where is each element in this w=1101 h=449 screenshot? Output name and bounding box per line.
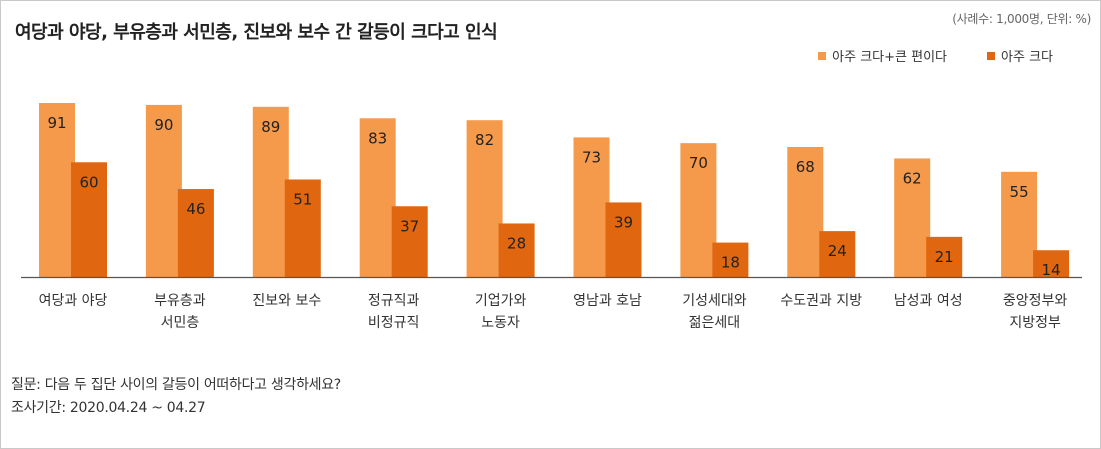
category-label-6: 기성세대와	[682, 293, 747, 309]
category-label-2: 진보와 보수	[252, 293, 321, 309]
category-label-7: 수도권과 지방	[780, 293, 862, 309]
value-label-very-5: 39	[614, 213, 633, 231]
legend-item-total: 아주 크다+큰 편이다	[818, 46, 947, 65]
category-label-3: 정규직과	[368, 293, 420, 309]
category-label-4: 기업가와	[475, 293, 527, 309]
legend-label-very: 아주 크다	[1001, 50, 1053, 65]
bar-total-5	[573, 137, 610, 277]
value-label-very-7: 24	[828, 242, 847, 260]
bar-total-8	[894, 158, 931, 277]
category-label-4-line2: 노동자	[481, 315, 520, 331]
value-label-total-3: 83	[368, 129, 387, 147]
category-label-9: 중앙정부와	[1003, 293, 1068, 309]
category-label-0: 여당과 야당	[39, 293, 108, 309]
bar-total-1	[145, 104, 182, 278]
bar-total-6	[680, 143, 717, 277]
bar-very-4	[498, 223, 535, 277]
sample-size-note: (사례수: 1,000명, 단위: %)	[952, 12, 1091, 26]
value-label-total-2: 89	[261, 118, 280, 136]
value-label-very-0: 60	[79, 173, 98, 191]
bar-total-3	[359, 118, 396, 278]
value-label-very-2: 51	[293, 190, 312, 208]
category-label-3-line2: 비정규직	[368, 315, 420, 331]
value-label-total-6: 70	[689, 154, 708, 172]
bar-total-2	[252, 106, 289, 277]
value-label-total-1: 90	[154, 116, 173, 134]
category-label-8: 남성과 여성	[894, 293, 963, 309]
value-label-very-3: 37	[400, 217, 419, 235]
bar-very-6	[712, 242, 749, 277]
bar-very-5	[605, 202, 642, 277]
category-label-1-line2: 서민층	[161, 315, 200, 331]
value-label-total-5: 73	[582, 148, 601, 166]
bar-very-0	[71, 162, 107, 277]
bar-very-1	[177, 189, 214, 277]
value-label-very-1: 46	[186, 200, 205, 218]
category-label-5: 영남과 호남	[573, 293, 642, 309]
legend-item-very: 아주 크다	[987, 46, 1053, 65]
legend-label-total: 아주 크다+큰 편이다	[832, 50, 948, 65]
bar-very-8	[926, 236, 963, 277]
value-label-total-9: 55	[1010, 183, 1029, 201]
bar-total-7	[787, 146, 824, 277]
bar-very-9	[1033, 250, 1070, 277]
value-label-very-9: 14	[1042, 261, 1061, 279]
survey-question: 질문: 다음 두 집단 사이의 갈등이 어떠하다고 생각하세요?	[11, 377, 341, 393]
value-label-very-6: 18	[721, 254, 740, 272]
bar-very-2	[284, 179, 321, 277]
bar-very-3	[391, 206, 428, 277]
value-label-total-7: 68	[796, 158, 815, 176]
chart-title: 여당과 야당, 부유층과 서민층, 진보와 보수 간 갈등이 크다고 인식	[15, 22, 498, 43]
legend-swatch-dark	[987, 51, 996, 60]
bar-total-0	[39, 103, 75, 277]
value-label-total-8: 62	[903, 169, 922, 187]
bar-total-4	[466, 120, 503, 277]
category-label-1: 부유층과	[154, 293, 206, 309]
value-label-total-4: 82	[475, 131, 494, 149]
legend: 아주 크다+큰 편이다 아주 크다	[818, 46, 1053, 65]
legend-swatch-light	[818, 51, 827, 60]
survey-period: 조사기간: 2020.04.24 ~ 04.27	[11, 400, 206, 416]
bar-very-7	[819, 231, 856, 277]
value-label-total-0: 91	[47, 114, 66, 132]
category-label-6-line2: 젊은세대	[689, 315, 741, 331]
bar-total-9	[1001, 171, 1038, 277]
value-label-very-4: 28	[507, 234, 526, 252]
value-label-very-8: 21	[935, 248, 954, 266]
category-label-9-line2: 지방정부	[1009, 315, 1061, 331]
